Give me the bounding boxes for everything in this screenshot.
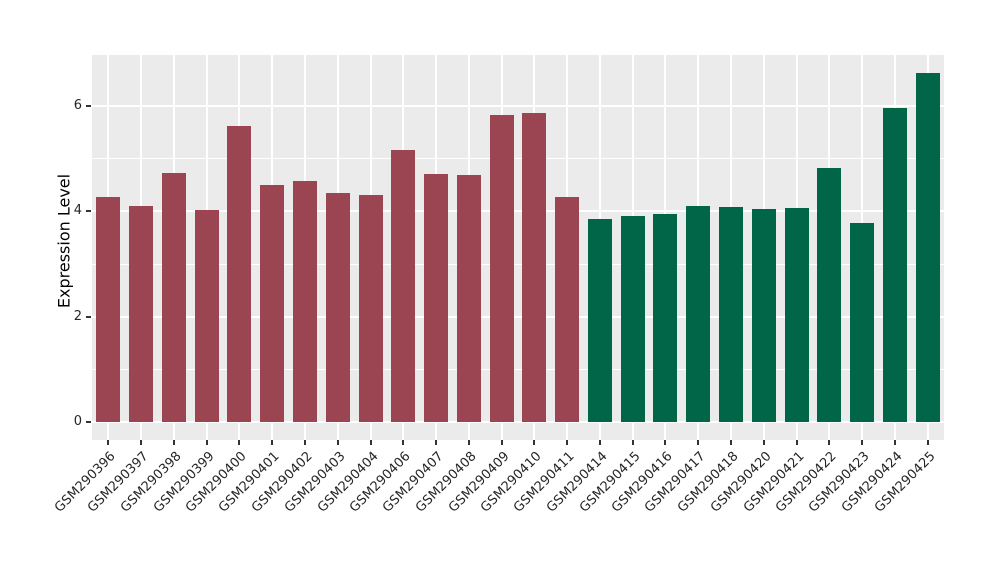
bar — [653, 214, 678, 422]
x-axis-tick — [500, 440, 503, 445]
x-axis-tick — [795, 440, 798, 445]
x-axis-tick — [107, 440, 110, 445]
x-axis-tick — [926, 440, 929, 445]
x-axis-tick — [762, 440, 765, 445]
x-axis-tick — [861, 440, 864, 445]
bar — [751, 208, 776, 422]
bar — [522, 112, 547, 422]
x-axis-tick — [598, 440, 601, 445]
bar — [293, 180, 317, 422]
x-axis-tick — [730, 440, 732, 445]
bar — [587, 219, 612, 422]
gridline-h-major — [92, 105, 944, 108]
gridline-h-major — [92, 315, 944, 318]
x-axis-tick — [893, 440, 896, 445]
bar — [915, 73, 940, 422]
bar — [227, 126, 252, 422]
bar — [96, 196, 121, 422]
x-axis-tick — [304, 440, 306, 445]
x-axis-tick — [664, 440, 667, 445]
bar — [325, 192, 350, 422]
bar — [784, 208, 809, 422]
bar — [358, 195, 383, 422]
x-axis-tick — [697, 440, 700, 445]
x-axis-tick — [828, 440, 831, 445]
x-axis-tick — [467, 440, 470, 445]
y-axis-label: 2 — [73, 308, 82, 324]
plot-panel — [92, 55, 944, 440]
bar — [161, 172, 186, 422]
y-axis-tick — [86, 315, 91, 318]
gridline-h-major — [92, 421, 944, 423]
y-axis-tick — [86, 105, 91, 108]
x-axis-tick — [369, 440, 372, 445]
y-axis-title: Expression Level — [54, 173, 74, 309]
bar — [882, 108, 907, 422]
bar — [456, 174, 481, 422]
x-axis-tick — [566, 440, 569, 445]
y-axis-label: 0 — [73, 414, 82, 429]
gridline-h-major — [92, 210, 944, 213]
x-axis-tick — [336, 440, 339, 445]
y-axis-label: 6 — [73, 98, 82, 114]
bar — [391, 149, 416, 422]
y-axis-label: 4 — [73, 203, 82, 219]
bar — [129, 206, 154, 422]
x-axis-tick — [172, 440, 175, 445]
bar — [194, 210, 219, 422]
y-axis-tick — [86, 210, 91, 213]
x-axis-tick — [435, 440, 438, 445]
bar — [489, 115, 514, 422]
bar — [620, 215, 645, 422]
gridline-h-minor — [92, 263, 944, 265]
bar — [260, 184, 285, 422]
x-axis-tick — [533, 440, 536, 445]
gridline-h-minor — [92, 158, 944, 160]
y-axis-tick — [86, 421, 91, 423]
x-axis-tick — [238, 440, 241, 445]
bar — [686, 205, 711, 422]
bar — [817, 167, 842, 422]
x-axis-tick — [271, 440, 274, 445]
bar — [719, 206, 743, 422]
x-axis-tick — [140, 440, 143, 445]
bar — [850, 223, 875, 422]
gridline-h-minor — [92, 368, 944, 370]
bar — [424, 173, 449, 422]
bar — [555, 197, 580, 422]
x-axis-tick — [402, 440, 405, 445]
x-axis-tick — [631, 440, 634, 445]
x-axis-tick — [205, 440, 208, 445]
